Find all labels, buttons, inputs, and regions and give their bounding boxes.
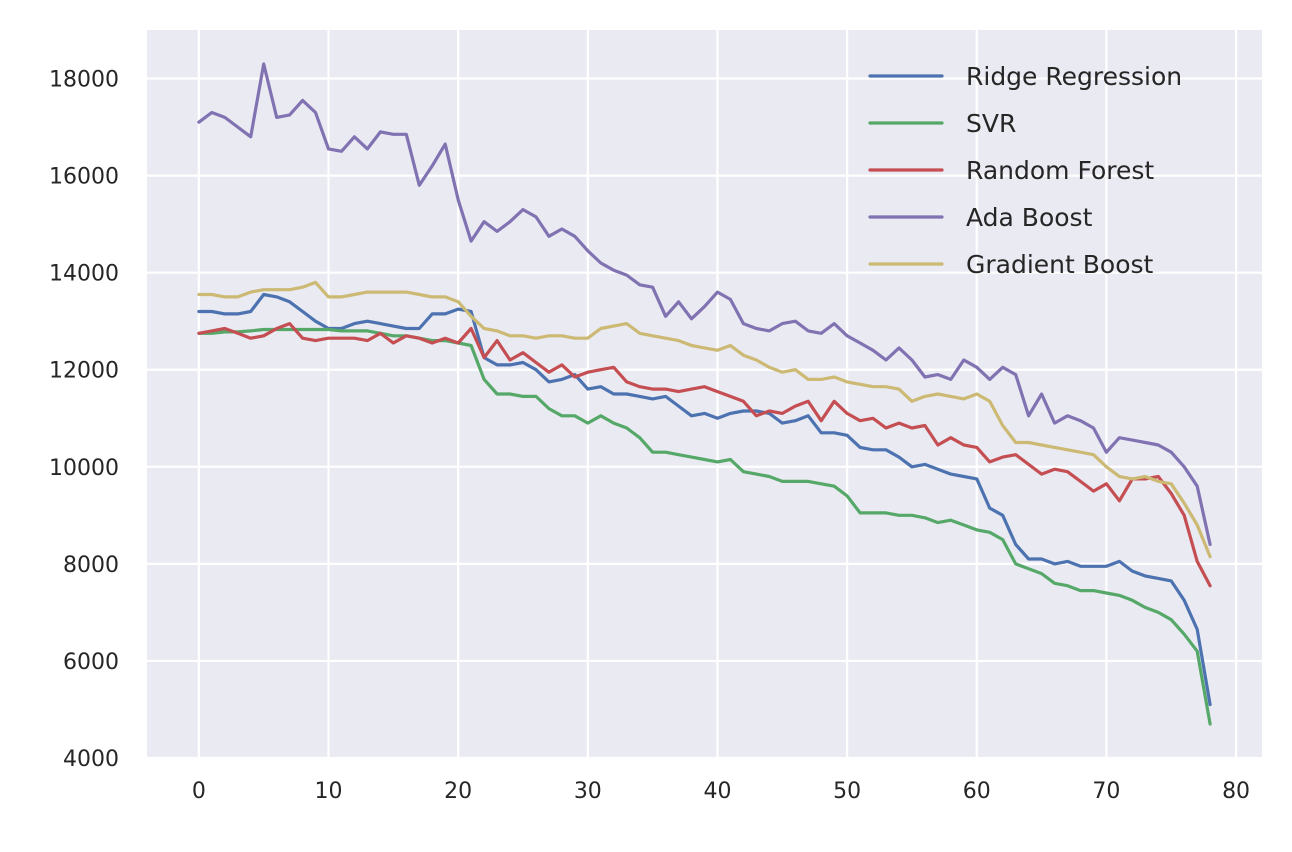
- series-line-ada-boost: [197, 62, 1212, 547]
- y-tick-label: 10000: [49, 456, 119, 481]
- legend-label-ridge-regression: Ridge Regression: [966, 62, 1182, 91]
- x-tick-label: 30: [574, 779, 602, 804]
- y-tick-labels: 4000 6000 8000 10000 12000 14000 16000 18000: [49, 68, 119, 772]
- x-tick-label: 80: [1222, 779, 1250, 804]
- y-tick-label: 18000: [49, 68, 119, 93]
- legend-label-random-forest: Random Forest: [966, 156, 1154, 185]
- x-tick-label: 60: [963, 779, 991, 804]
- y-tick-label: 8000: [63, 553, 119, 578]
- x-tick-labels: 0 10 20 30 40 50 60 70 80: [192, 779, 1250, 804]
- series-line-ridge-regression: [197, 292, 1212, 707]
- plot-background: [147, 30, 1262, 758]
- series-line-random-forest: [197, 322, 1212, 588]
- series-line-gradient-boost: [197, 280, 1212, 559]
- x-tick-label: 50: [833, 779, 861, 804]
- legend-label-svr: SVR: [966, 109, 1016, 138]
- y-tick-label: 16000: [49, 165, 119, 190]
- series-lines: [197, 62, 1212, 726]
- x-tick-label: 40: [703, 779, 731, 804]
- grid-lines: [147, 30, 1262, 760]
- y-tick-label: 12000: [49, 359, 119, 384]
- legend-label-gradient-boost: Gradient Boost: [966, 250, 1154, 279]
- x-tick-label: 70: [1092, 779, 1120, 804]
- y-tick-label: 6000: [63, 650, 119, 675]
- x-tick-label: 20: [444, 779, 472, 804]
- legend: Ridge Regression SVR Random Forest Ada Boos…: [868, 62, 1182, 279]
- y-tick-label: 4000: [63, 747, 119, 772]
- x-tick-label: 10: [315, 779, 343, 804]
- series-line-svr: [197, 327, 1212, 726]
- legend-label-ada-boost: Ada Boost: [966, 203, 1093, 232]
- y-tick-label: 14000: [49, 262, 119, 287]
- x-tick-label: 0: [192, 779, 206, 804]
